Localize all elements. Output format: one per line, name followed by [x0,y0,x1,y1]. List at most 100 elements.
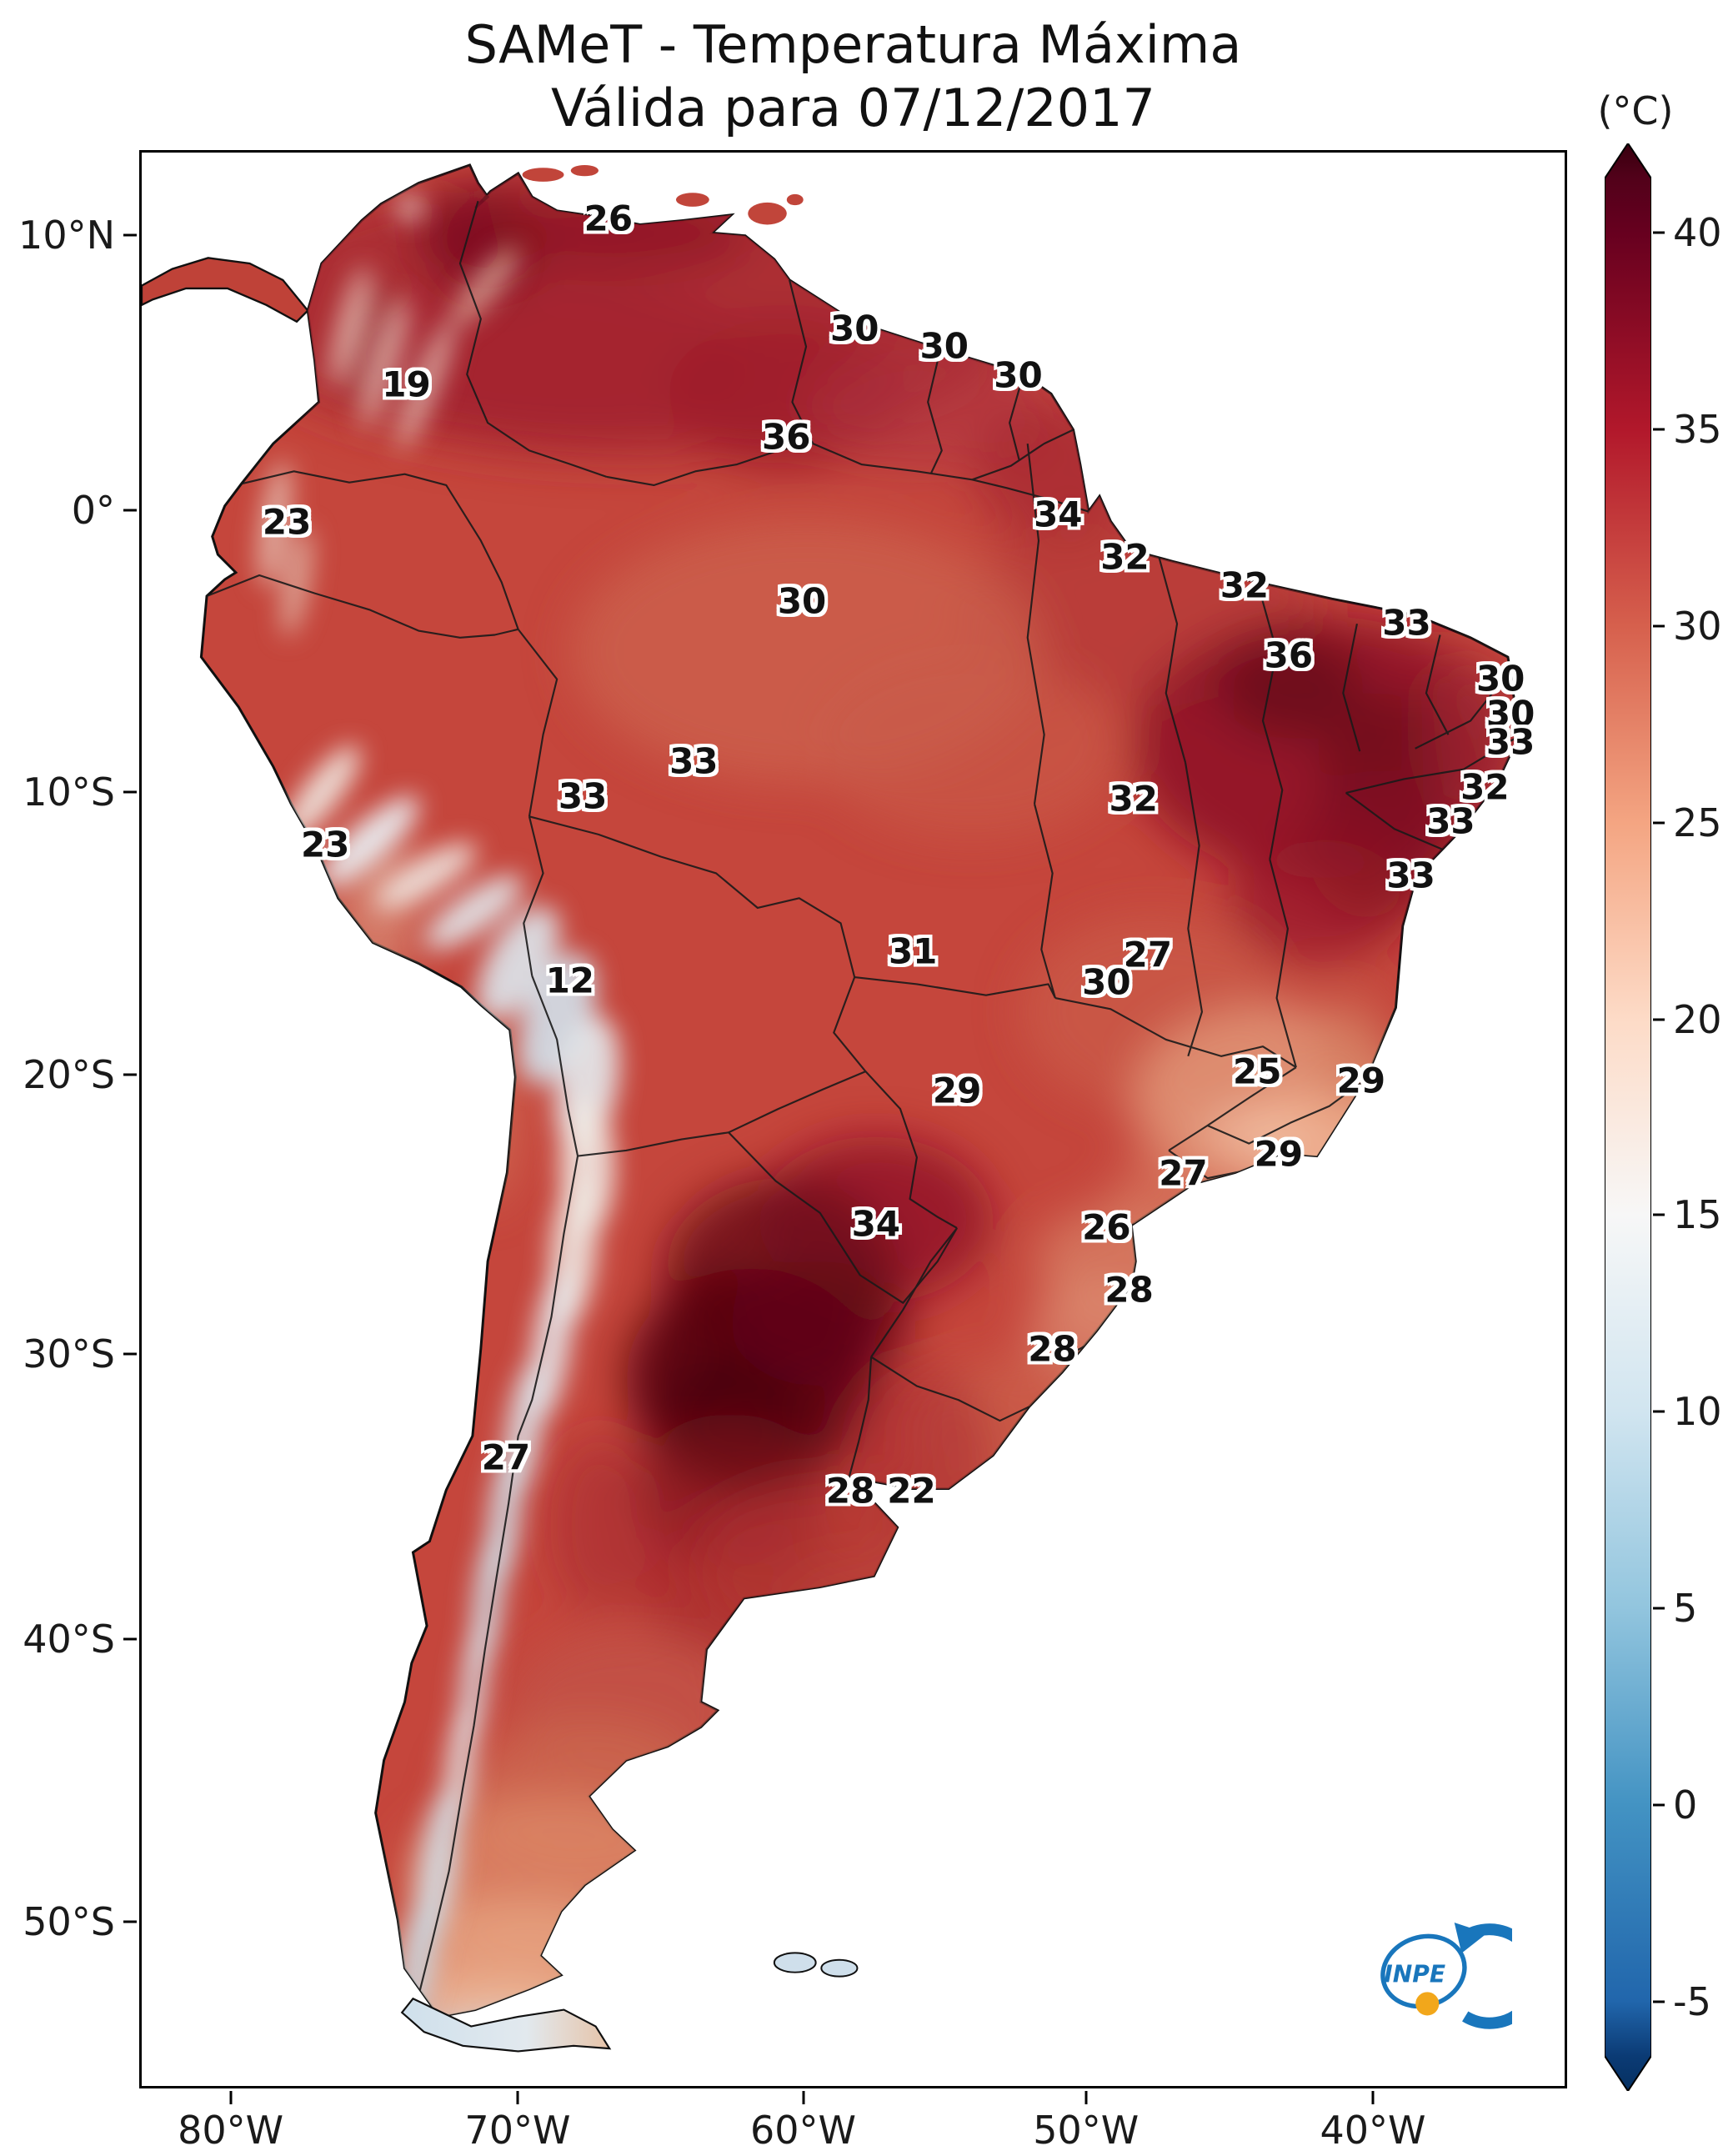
temperature-label: 27 [1159,1152,1208,1194]
temperature-label: 23 [262,501,312,543]
colorbar-tick-label: 40 [1673,210,1722,256]
colorbar-tick-label: 15 [1673,1191,1722,1237]
temperature-label: 19 [382,364,431,405]
latitude-tick-mark [123,1920,137,1923]
temperature-label: 12 [545,960,595,1001]
latitude-tick-mark [123,1352,137,1356]
temperature-label: 30 [777,580,827,622]
colorbar-tick-mark [1653,1803,1665,1807]
longitude-tick-mark [229,2091,233,2104]
south-america-map [142,163,1520,2053]
temperature-label: 32 [1460,766,1510,808]
longitude-tick-mark [1084,2091,1088,2104]
longitude-tick-label: 40°W [1320,2108,1426,2153]
temperature-label: 34 [1034,494,1083,535]
colorbar-tick-mark [1653,2000,1665,2003]
colorbar-tick-mark [1653,1607,1665,1610]
title-line-1: SAMeT - Temperatura Máxima [464,14,1242,75]
temperature-label: 30 [1485,693,1535,734]
tierra-del-fuego-island [400,1997,612,2053]
longitude-axis: 80°W 70°W 60°W 50°W 40°W [139,2091,1567,2156]
latitude-tick-label: 40°S [23,1616,115,1662]
longitude-tick-label: 80°W [178,2108,284,2153]
longitude-tick-label: 70°W [464,2108,571,2153]
latitude-tick-label: 50°S [23,1899,115,1945]
temperature-label: 29 [932,1070,982,1111]
colorbar-tick-label: 5 [1673,1585,1698,1631]
colorbar-tick-label: 0 [1673,1782,1698,1828]
colorbar-gradient [1605,143,1651,2091]
latitude-tick-label: 0° [71,488,115,534]
temperature-label: 30 [1475,658,1525,699]
temperature-label: 27 [1123,934,1173,975]
temperature-label: 32 [1100,536,1150,578]
map-plot-area: 26 30 30 30 19 36 34 23 32 32 30 33 36 30 30 33 33 32 33 32… [139,150,1567,2088]
colorbar-tick-mark [1653,231,1665,234]
temperature-label: 27 [481,1436,531,1478]
colorbar-tick-mark [1653,428,1665,431]
temperature-label: 26 [1082,1206,1131,1248]
latitude-tick-label: 20°S [23,1052,115,1098]
longitude-tick-mark [516,2091,519,2104]
temperature-label: 23 [300,824,350,865]
latitude-tick-mark [123,233,137,237]
temperature-label: 26 [584,198,634,239]
temperature-label: 33 [1485,721,1535,763]
latitude-tick-label: 30°S [23,1331,115,1376]
temperature-label: 28 [825,1470,875,1512]
longitude-tick-label: 50°W [1033,2108,1139,2153]
colorbar-tick-label: 10 [1673,1388,1722,1434]
colorbar: (°C) 40 35 30 25 20 15 10 5 0 -5 [1597,88,1723,2091]
temperature-label: 28 [1028,1328,1077,1370]
temperature-label: 33 [1382,602,1431,644]
longitude-tick-mark [802,2091,805,2104]
temperature-label: 30 [994,354,1043,396]
falkland-islands [773,1952,859,1978]
temperature-label: 22 [887,1470,936,1512]
temperature-label: 29 [1254,1133,1304,1175]
temperature-label: 33 [669,740,719,782]
temperature-label: 31 [888,930,938,972]
temperature-label: 32 [1109,778,1158,820]
title-line-2: Válida para 07/12/2017 [551,77,1155,138]
temperature-label: 36 [762,416,811,458]
colorbar-tick-mark [1653,821,1665,825]
temperature-label: 33 [1426,800,1475,842]
latitude-tick-mark [123,1637,137,1641]
temperature-label: 28 [1104,1269,1154,1311]
colorbar-tick-label: 30 [1673,604,1722,649]
temperature-label: 25 [1233,1050,1282,1092]
latitude-tick-mark [123,790,137,794]
colorbar-tick-mark [1653,624,1665,628]
latitude-axis: 10°N 0° 10°S 20°S 30°S 40°S 50°S [0,150,137,2088]
colorbar-ticks: 40 35 30 25 20 15 10 5 0 -5 [1605,143,1723,2091]
colorbar-tick-mark [1653,1213,1665,1216]
inpe-logo-text: INPE [1384,1961,1445,1988]
caribbean-islands [522,164,804,225]
chart-title: SAMeT - Temperatura Máxima Válida para 0… [139,13,1567,139]
panama-landmass [142,257,309,323]
temperature-label: 30 [919,325,969,367]
latitude-tick-label: 10°N [18,213,115,258]
colorbar-tick-label: 35 [1673,407,1722,453]
colorbar-tick-label: 20 [1673,997,1722,1043]
temperature-label: 30 [829,308,879,349]
colorbar-tick-mark [1653,1410,1665,1413]
colorbar-tick-label: -5 [1673,1978,1711,2024]
temperature-field [206,166,1520,2017]
temperature-label: 32 [1220,564,1270,606]
longitude-tick-label: 60°W [750,2108,857,2153]
inpe-logo: INPE [1359,1918,1542,2037]
latitude-tick-mark [123,1073,137,1076]
longitude-tick-mark [1371,2091,1375,2104]
temperature-label: 34 [851,1203,901,1245]
colorbar-tick-label: 25 [1673,800,1722,846]
political-borders [206,200,1520,1997]
temperature-label: 29 [1336,1060,1386,1101]
temperature-label: 36 [1264,634,1314,676]
temperature-label: 30 [1082,961,1131,1003]
temperature-label: 33 [1386,855,1435,896]
latitude-tick-label: 10°S [23,769,115,815]
colorbar-unit-label: (°C) [1597,88,1674,133]
